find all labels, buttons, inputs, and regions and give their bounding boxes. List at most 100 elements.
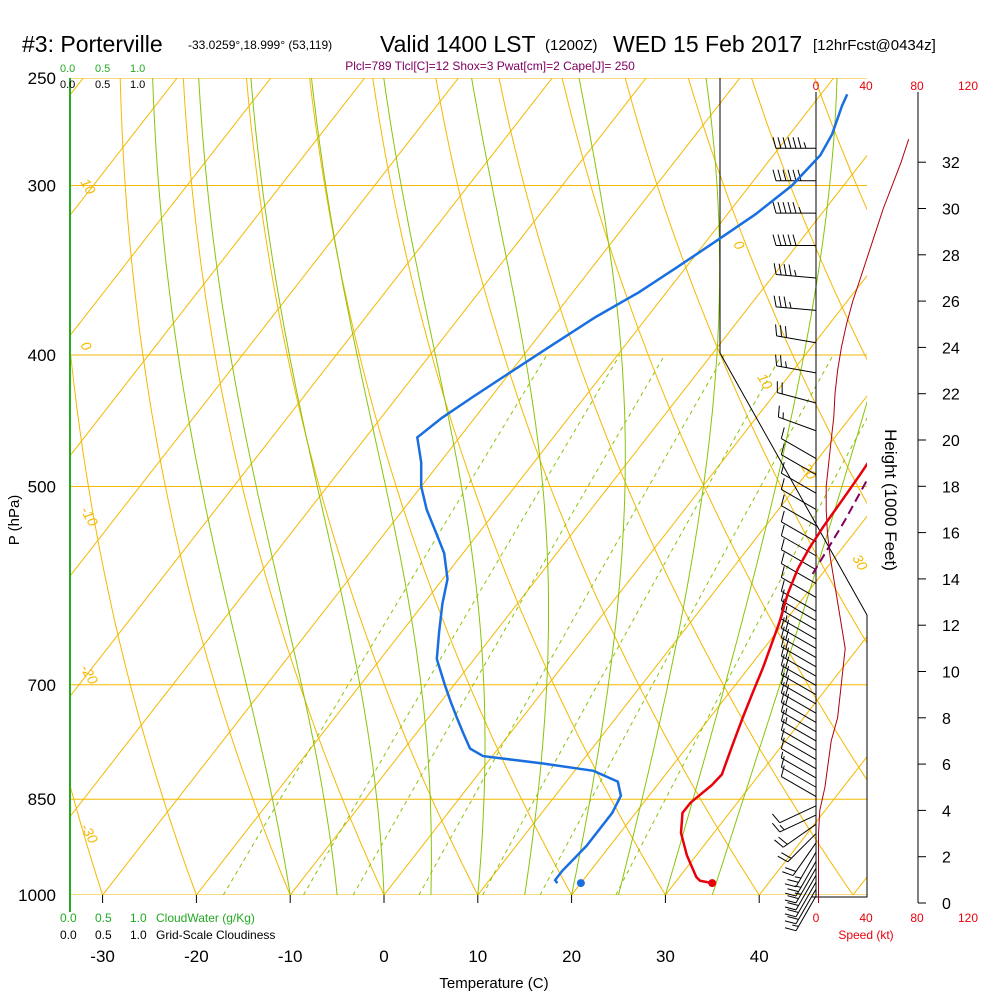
speed-axis-top: 0 40 80 120 (813, 79, 979, 93)
wind-barb-flag (780, 626, 785, 638)
cloudiness-label: Grid-Scale Cloudiness (156, 928, 275, 942)
speed-top-tick-0: 0 (813, 79, 820, 93)
wind-barb-half-flag (785, 615, 788, 622)
wind-barb-shaft (776, 335, 817, 344)
cloudiness-bottom-tick-2: 1.0 (130, 928, 147, 942)
wind-barb-half-flag (794, 876, 802, 879)
wind-barb-shaft (781, 535, 817, 557)
wind-barb-flag (792, 201, 797, 214)
mixing-ratio-line (303, 354, 621, 895)
cloud-bottom-tick-2: 1.0 (130, 911, 147, 925)
temperature-tick-label: 30 (656, 947, 675, 966)
mixing-ratio-label: 12 (521, 899, 543, 921)
wind-barb-flag (777, 137, 782, 149)
mixing-ratio-line (615, 417, 867, 895)
wind-barb (780, 427, 817, 459)
wind-barb-shaft (795, 895, 817, 931)
wind-barb (776, 381, 817, 404)
moist-adiabat-line (571, 78, 626, 895)
height-tick-label: 8 (942, 711, 951, 728)
wind-barb-flag (780, 635, 785, 647)
wind-barb-flag (783, 296, 787, 308)
wind-barb-shaft (781, 729, 817, 751)
isotherm-line (70, 78, 459, 577)
wind-barb-flag (780, 654, 785, 666)
wind-barb-flag (780, 462, 785, 474)
wind-barb-flag (784, 883, 797, 888)
cloud-top-tick-2: 1.0 (130, 63, 145, 75)
wind-barb-flag (780, 427, 785, 439)
wind-barb-shaft (781, 757, 817, 779)
wind-barb (772, 201, 816, 214)
wind-barb (784, 874, 817, 911)
cloudiness-bottom-tick-1: 0.5 (95, 928, 112, 942)
wind-barb (780, 654, 817, 686)
isotherm-line (70, 78, 647, 818)
wind-barb-shaft (781, 701, 817, 723)
cloudiness-bottom-tick-0: 0.0 (60, 928, 77, 942)
wind-barb-flag (775, 324, 778, 336)
wind-barb-half-flag (785, 717, 788, 724)
wind-barb (780, 443, 817, 476)
wind-barb-flag (780, 691, 785, 703)
height-tick-label: 0 (942, 896, 951, 913)
isotherm-label: 10 (77, 176, 99, 198)
cloudiness-top-tick-1: 0.5 (95, 79, 110, 91)
wind-barb-flag (792, 169, 797, 181)
wind-barb-flag (778, 836, 788, 845)
wind-barb-flag (785, 675, 790, 687)
wind-barb-flag (775, 354, 778, 366)
wind-barb-shaft (781, 521, 817, 543)
pressure-tick-label: 1000 (18, 886, 56, 905)
isotherm-line (70, 78, 366, 457)
temperature-tick-label: 0 (379, 947, 388, 966)
wind-barb-flag (783, 264, 787, 276)
wind-barb-flag (784, 927, 797, 932)
temperature-tick-label: -30 (90, 947, 115, 966)
wind-barb-flag (780, 598, 785, 610)
surface-temp-marker (708, 879, 717, 888)
speed-bottom-tick-1: 40 (859, 911, 873, 925)
wind-barb-flag (781, 852, 792, 859)
wind-barb-flag (778, 296, 782, 308)
wind-barb (780, 765, 817, 797)
wind-barb (777, 405, 817, 432)
wind-barb-flag (788, 264, 792, 276)
isotherm-line (70, 78, 272, 337)
wind-barb-flag (782, 871, 794, 877)
wind-barb (780, 751, 817, 779)
wind-barb (784, 851, 817, 888)
wind-barb (780, 635, 817, 668)
dry-adiabat-line (70, 783, 104, 895)
wind-barb-shaft (781, 711, 817, 733)
wind-barb (782, 842, 817, 877)
wind-barb-flag (780, 700, 785, 712)
wind-barb-half-flag (798, 206, 802, 214)
wind-barb-shaft (781, 748, 817, 770)
wind-barb-flag (780, 552, 785, 564)
wind-barb-flag (780, 644, 785, 657)
stability-indices: Plcl=789 Tlcl[C]=12 Shox=3 Pwat[cm]=2 Ca… (345, 59, 635, 73)
wind-barb (772, 234, 816, 247)
valid-time: Valid 1400 LST (380, 31, 536, 57)
wind-barb-shaft (781, 609, 817, 631)
isotherm-line (289, 154, 867, 895)
wind-barb-flag (774, 839, 784, 848)
wind-barb (780, 719, 817, 751)
pressure-tick-label: 500 (28, 478, 56, 497)
wind-barb-flag (780, 589, 785, 601)
wind-barb-flag (787, 234, 792, 246)
moist-adiabat-line (250, 78, 385, 895)
height-tick-label: 28 (942, 248, 960, 265)
wind-barb-flag (792, 234, 797, 246)
wind-barb (780, 598, 817, 631)
wind-barb-flag (780, 765, 785, 777)
wind-barb-shaft (781, 776, 817, 797)
temperature-line (679, 461, 867, 885)
wind-barb (780, 510, 817, 543)
wind-barb-flag (784, 920, 797, 925)
mixing-ratio-label: 20 (589, 899, 611, 921)
wind-barb-flag (785, 628, 790, 641)
y-axis-title: P (hPa) (6, 495, 23, 546)
wind-barb-shaft (781, 576, 817, 598)
